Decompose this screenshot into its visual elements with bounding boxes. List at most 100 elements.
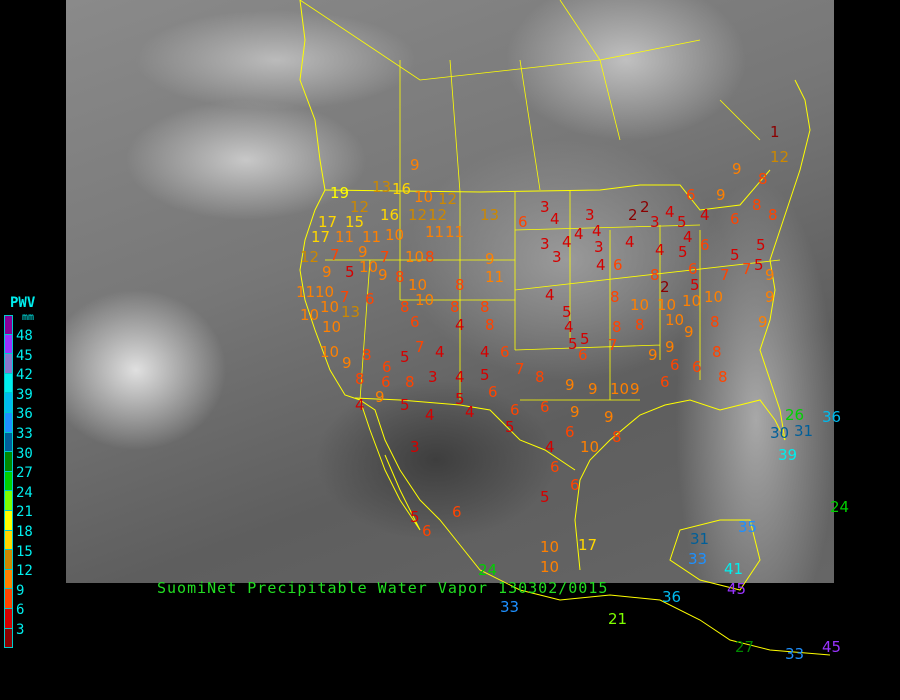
station-pwv-value: 8 [712, 343, 722, 361]
station-pwv-value: 6 [518, 213, 528, 231]
station-pwv-value: 7 [415, 338, 425, 356]
station-pwv-value: 5 [345, 263, 355, 281]
legend-label: 30 [16, 445, 33, 462]
legend-label: 18 [16, 524, 33, 540]
station-pwv-value: 8 [480, 298, 490, 316]
station-pwv-value: 9 [604, 408, 614, 426]
satellite-image [66, 0, 834, 583]
legend-swatch [4, 334, 13, 355]
yucatan [669, 519, 761, 591]
station-pwv-value: 8 [362, 346, 372, 364]
station-pwv-value: 6 [410, 313, 420, 331]
station-pwv-value: 5 [505, 418, 515, 436]
legend-swatch [4, 569, 13, 590]
station-pwv-value: 12 [350, 198, 370, 216]
station-pwv-value: 7 [340, 288, 350, 306]
station-pwv-value: 10 [665, 311, 685, 329]
station-pwv-value: 5 [568, 335, 578, 353]
legend-swatch [4, 530, 13, 551]
station-pwv-value: 26 [785, 406, 805, 424]
station-pwv-value: 6 [500, 343, 510, 361]
legend-swatch [4, 432, 13, 453]
station-pwv-value: 10 [630, 296, 650, 314]
station-pwv-value: 4 [655, 241, 665, 259]
station-pwv-value: 4 [465, 403, 475, 421]
legend-label: 45 [16, 347, 33, 364]
station-pwv-value: 8 [450, 298, 460, 316]
station-pwv-value: 10 [610, 380, 630, 398]
legend-swatch [4, 491, 13, 511]
station-pwv-value: 3 [650, 213, 660, 231]
station-pwv-value: 6 [365, 290, 375, 308]
legend-swatch [4, 393, 13, 413]
legend-label: 33 [16, 426, 33, 442]
station-pwv-value: 9 [358, 243, 368, 261]
station-pwv-value: 6 [613, 256, 623, 274]
station-pwv-value: 4 [545, 286, 555, 304]
station-pwv-value: 4 [700, 206, 710, 224]
station-pwv-value: 5 [730, 246, 740, 264]
station-pwv-value: 4 [574, 225, 584, 243]
station-pwv-value: 8 [758, 170, 768, 188]
station-pwv-value: 3 [540, 235, 550, 253]
station-pwv-value: 13 [480, 206, 500, 224]
station-pwv-value: 36 [662, 588, 682, 606]
station-pwv-value: 10 [320, 298, 340, 316]
station-pwv-value: 16 [380, 206, 400, 224]
baja-coast [359, 399, 421, 531]
west-coast [299, 0, 831, 656]
station-pwv-value: 7 [515, 360, 525, 378]
station-pwv-value: 9 [410, 156, 420, 174]
station-pwv-value: 13 [341, 303, 361, 321]
station-pwv-value: 4 [355, 396, 365, 414]
station-pwv-value: 9 [588, 380, 598, 398]
station-pwv-value: 4 [480, 343, 490, 361]
station-pwv-value: 16 [392, 180, 412, 198]
station-pwv-value: 17 [311, 228, 331, 246]
station-pwv-value: 27 [735, 638, 755, 656]
station-pwv-value: 5 [400, 348, 410, 366]
station-pwv-value: 9 [758, 313, 768, 331]
station-pwv-value: 5 [678, 243, 688, 261]
legend-swatch [4, 510, 13, 531]
station-pwv-value: 12 [770, 148, 790, 166]
legend-swatch [4, 589, 13, 609]
station-pwv-value: 4 [564, 318, 574, 336]
station-pwv-value: 8 [355, 370, 365, 388]
station-pwv-value: 33 [785, 645, 805, 663]
station-pwv-value: 4 [592, 222, 602, 240]
legend-swatch [4, 412, 13, 433]
legend-label: 27 [16, 465, 33, 482]
station-pwv-value: 39 [778, 446, 798, 464]
station-pwv-value: 5 [754, 256, 764, 274]
station-pwv-value: 10 [414, 188, 434, 206]
station-pwv-value: 45 [822, 638, 842, 656]
legend-swatch [4, 452, 13, 472]
station-pwv-value: 6 [578, 346, 588, 364]
station-pwv-value: 9 [375, 388, 385, 406]
station-pwv-value: 11 [362, 228, 382, 246]
station-pwv-value: 8 [710, 313, 720, 331]
station-pwv-value: 10 [580, 438, 600, 456]
station-pwv-value: 2 [628, 206, 638, 224]
map-title: SuomiNet Precipitable Water Vapor 130302… [157, 579, 609, 597]
station-pwv-value: 12 [408, 206, 428, 224]
legend-label: 3 [16, 622, 25, 638]
station-pwv-value: 8 [650, 266, 660, 284]
station-pwv-value: 5 [480, 366, 490, 384]
legend-label: 24 [16, 484, 33, 501]
station-pwv-value: 6 [660, 373, 670, 391]
station-pwv-value: 6 [730, 210, 740, 228]
station-pwv-value: 3 [594, 238, 604, 256]
station-pwv-value: 3 [428, 368, 438, 386]
station-pwv-value: 6 [692, 358, 702, 376]
station-pwv-value: 11 [485, 268, 505, 286]
station-pwv-value: 5 [562, 303, 572, 321]
station-pwv-value: 9 [630, 380, 640, 398]
station-pwv-value: 5 [580, 330, 590, 348]
legend-swatch [4, 373, 13, 394]
station-pwv-value: 2 [640, 198, 650, 216]
station-pwv-value: 6 [550, 458, 560, 476]
us-mexico-border [354, 397, 576, 471]
station-pwv-value: 4 [455, 316, 465, 334]
